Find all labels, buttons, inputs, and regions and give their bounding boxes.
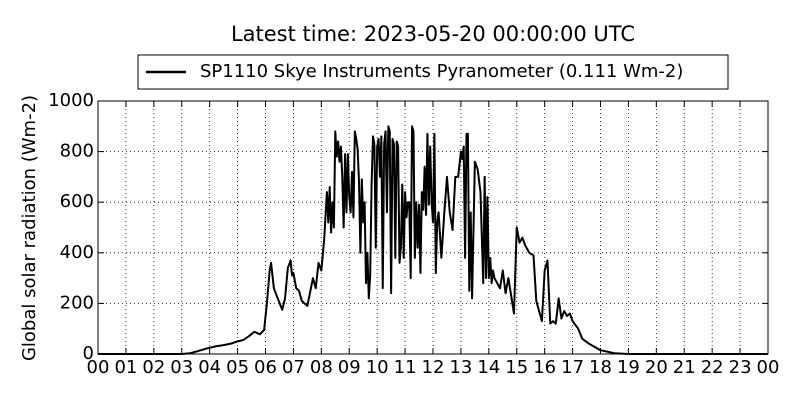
x-tick-label: 00	[87, 357, 110, 378]
x-tick-label: 09	[338, 357, 361, 378]
x-tick-label: 01	[114, 357, 137, 378]
x-tick-label: 21	[673, 357, 696, 378]
chart-title: Latest time: 2023-05-20 00:00:00 UTC	[231, 22, 635, 46]
x-tick-label: 13	[449, 357, 472, 378]
y-tick-label: 400	[60, 242, 94, 263]
x-tick-label: 17	[561, 357, 584, 378]
x-tick-label: 18	[589, 357, 612, 378]
x-tick-label: 02	[142, 357, 165, 378]
x-tick-label: 00	[757, 357, 780, 378]
x-tick-label: 11	[394, 357, 417, 378]
legend-box	[137, 54, 729, 90]
y-axis-label: Global solar radiation (Wm-2)	[19, 95, 40, 361]
x-tick-label: 03	[170, 357, 193, 378]
data-line	[98, 125, 768, 355]
x-tick-label: 07	[282, 357, 305, 378]
x-tick-label: 12	[422, 357, 445, 378]
x-tick-label: 05	[226, 357, 249, 378]
y-tick-label: 800	[60, 141, 94, 162]
y-tick-label: 600	[60, 191, 94, 212]
x-tick-label: 14	[477, 357, 500, 378]
x-tick-label: 20	[645, 357, 668, 378]
x-tick-label: 23	[729, 357, 752, 378]
x-tick-label: 08	[310, 357, 333, 378]
x-tick-label: 04	[198, 357, 221, 378]
x-tick-label: 06	[254, 357, 277, 378]
x-tick-label: 22	[701, 357, 724, 378]
y-tick-label: 1000	[48, 90, 94, 111]
x-tick-label: 15	[505, 357, 528, 378]
y-tick-label: 0	[83, 343, 94, 364]
x-tick-label: 19	[617, 357, 640, 378]
x-tick-label: 10	[366, 357, 389, 378]
y-tick-label: 200	[60, 292, 94, 313]
legend-label: SP1110 Skye Instruments Pyranometer (0.1…	[200, 61, 683, 82]
x-tick-label: 16	[533, 357, 556, 378]
plot-frame	[97, 100, 769, 355]
